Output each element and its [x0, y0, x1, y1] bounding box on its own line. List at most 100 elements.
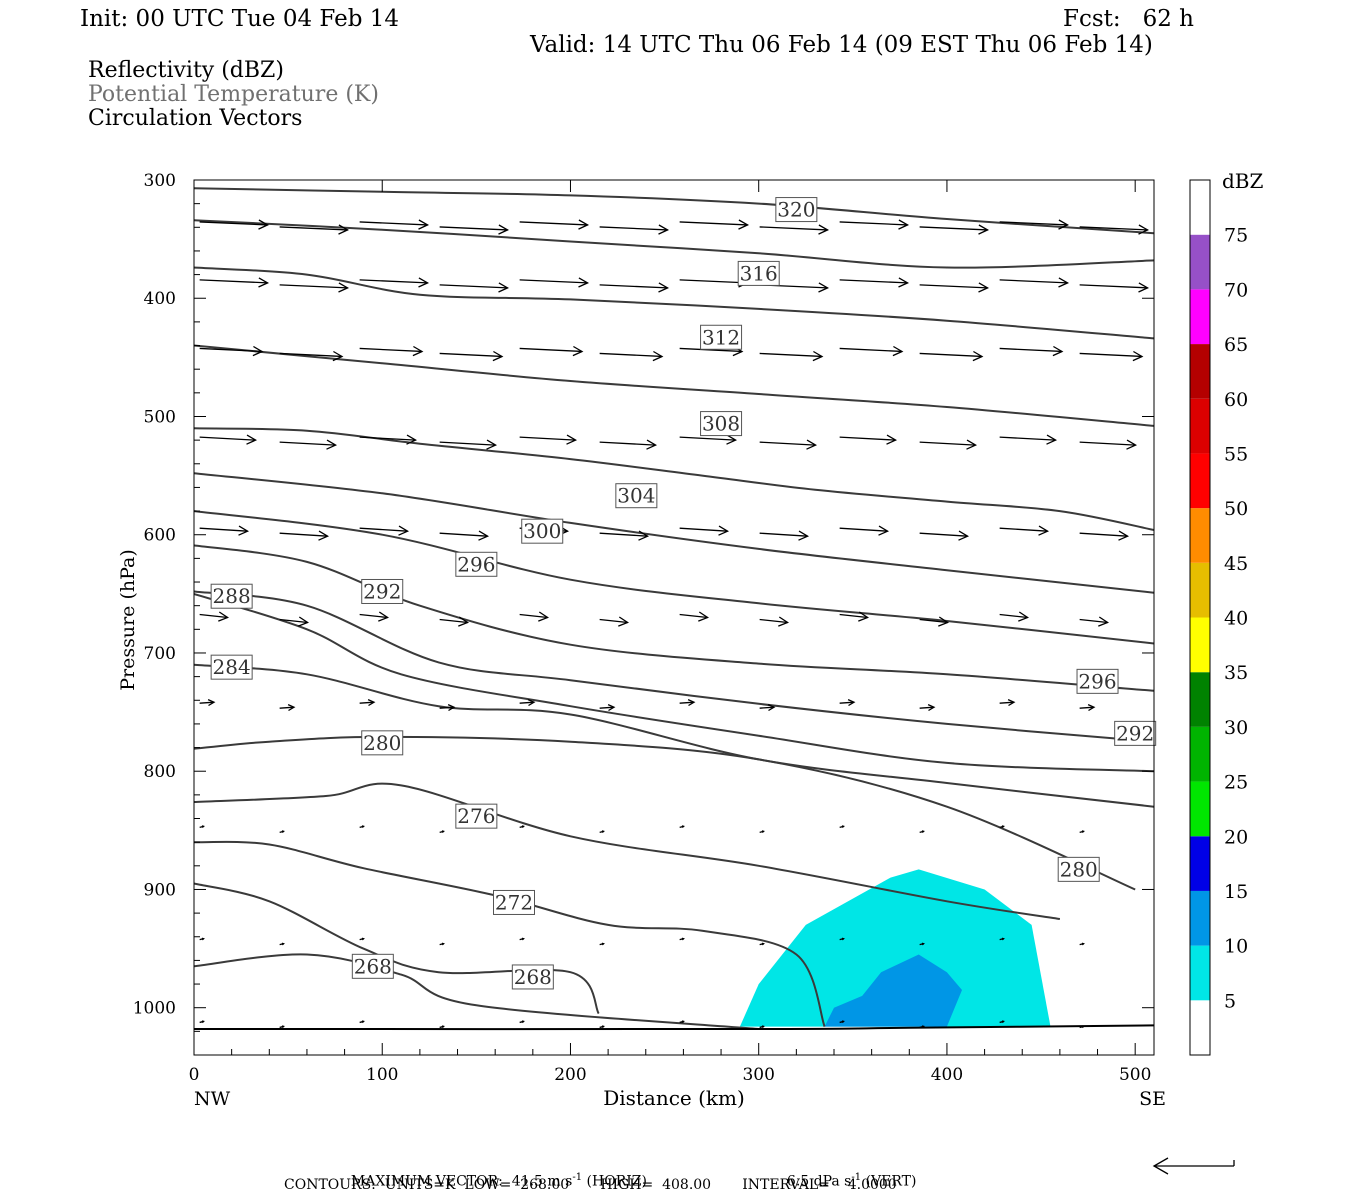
vector-head	[252, 345, 264, 357]
circulation-vector-r5-c0	[199, 611, 230, 622]
vector-shaft	[279, 352, 343, 358]
colorbar-swatch-11	[1190, 398, 1210, 454]
contour-label-296-7-1-box	[1076, 668, 1119, 694]
max-vector-line: MAXIMUM VECTOR: 41.5 m s-1 (HORIZ)	[342, 1159, 647, 1189]
circulation-vector-r2-c4	[519, 345, 584, 357]
circulation-vector-r3-c1	[279, 439, 338, 450]
vector-head	[1087, 704, 1096, 712]
circulation-vector-r0-c6	[679, 219, 750, 230]
circulation-vector-r6-c2	[359, 699, 376, 707]
colorbar-swatch-15	[1190, 180, 1210, 235]
vector-head	[298, 616, 310, 627]
vector-shaft	[759, 618, 788, 624]
colorbar-swatch-12	[1190, 344, 1210, 399]
vector-head	[841, 937, 845, 941]
circulation-vector-r0-c10	[999, 219, 1070, 230]
vector-head	[601, 942, 605, 946]
vector-shaft	[519, 221, 588, 226]
vector-head	[458, 616, 470, 627]
circulation-vector-r9-c8	[839, 1020, 845, 1024]
vector-shaft	[999, 279, 1068, 284]
circulation-vector-r9-c0	[199, 1020, 205, 1024]
circulation-vector-r8-c11	[1079, 942, 1085, 946]
vector-head	[607, 704, 616, 712]
circulation-vector-r5-c3	[439, 616, 470, 627]
theta-contour-1	[194, 219, 1154, 269]
vector-shaft	[359, 221, 428, 226]
y-tick-label-400: 400	[144, 289, 176, 309]
vector-shaft	[999, 613, 1028, 619]
vector-head	[978, 224, 990, 235]
circulation-vector-r1-c5	[599, 282, 670, 293]
circulation-vector-r6-c5	[599, 704, 616, 712]
circulation-vector-r6-c8	[839, 699, 856, 707]
vector-head	[201, 1020, 205, 1024]
circulation-vector-r0-c5	[599, 224, 670, 235]
circulation-vector-r6-c9	[919, 704, 936, 712]
plot-frame	[193, 179, 1155, 1056]
colorbar-swatch-0	[1190, 1000, 1210, 1055]
vector-shaft	[599, 441, 656, 446]
colorbar-tick-65: 65	[1224, 334, 1248, 356]
vector-head	[281, 942, 285, 946]
vector-head	[892, 345, 904, 357]
colorbar-swatch-7	[1190, 617, 1210, 673]
circulation-vector-r0-c0	[199, 219, 270, 230]
theta-contour-10	[194, 663, 1154, 808]
theta-contour-4	[194, 427, 1154, 531]
circulation-vector-r0-c8	[839, 219, 910, 230]
contour-label-280-11-0: 280	[363, 731, 401, 755]
vector-head	[338, 282, 350, 293]
circulation-vector-r0-c2	[359, 219, 430, 230]
vector-head	[778, 616, 790, 627]
contour-label-320-top-0: 320	[777, 198, 815, 222]
vector-head	[258, 219, 270, 230]
contour-label-288-9-0-box	[210, 583, 253, 609]
vector-head	[1058, 277, 1070, 288]
circulation-vector-r2-c1	[279, 350, 344, 362]
vector-head	[761, 942, 765, 946]
reflectivity-area-10dbz	[824, 954, 962, 1027]
colorbar-tick-35: 35	[1224, 662, 1248, 684]
vector-head	[1138, 224, 1150, 235]
vector-head	[958, 530, 970, 541]
vector-head	[898, 219, 910, 230]
vector-shaft	[919, 532, 968, 537]
vector-shaft	[519, 701, 535, 704]
contour-label-276-12-0: 276	[457, 804, 495, 828]
circulation-vector-r3-c10	[999, 434, 1058, 445]
contour-label-316-top-1-box	[737, 260, 780, 286]
vector-shaft	[919, 352, 983, 358]
y-tick-label-900: 900	[144, 880, 176, 900]
contour-label-312-top-2-box	[700, 324, 743, 350]
vector-head	[281, 830, 285, 833]
circulation-vector-r7-c6	[679, 825, 685, 828]
contour-label-308-top-3: 308	[702, 412, 740, 436]
vector-shaft	[279, 441, 336, 446]
colorbar-tick-75: 75	[1224, 225, 1248, 247]
vector-head	[521, 1020, 525, 1024]
colorbar-swatch-4	[1190, 781, 1210, 837]
theta-contour-14	[194, 882, 600, 1015]
vector-head	[447, 704, 456, 712]
vector-head	[761, 1025, 765, 1029]
circulation-vector-r6-c10	[999, 699, 1016, 707]
vector-shaft	[439, 706, 455, 709]
vector-shaft	[199, 613, 228, 619]
circulation-vector-r3-c3	[439, 439, 498, 450]
vector-head	[927, 704, 936, 712]
circulation-vector-r7-c5	[599, 830, 605, 833]
vector-shaft	[199, 701, 215, 704]
vector-shaft	[599, 352, 663, 358]
vector-shaft	[919, 706, 935, 709]
vector-head	[1138, 282, 1150, 293]
circulation-vector-r8-c6	[679, 937, 685, 941]
colorbar-swatch-10	[1190, 453, 1210, 509]
theta-contour-3	[194, 344, 1154, 427]
vector-shaft	[679, 436, 736, 441]
circulation-vector-r1-c6	[679, 277, 750, 288]
reference-vector-head	[1152, 1157, 1169, 1175]
vector-shaft	[279, 284, 348, 289]
vector-shaft	[439, 352, 503, 358]
circulation-vector-r3-c7	[759, 439, 818, 450]
